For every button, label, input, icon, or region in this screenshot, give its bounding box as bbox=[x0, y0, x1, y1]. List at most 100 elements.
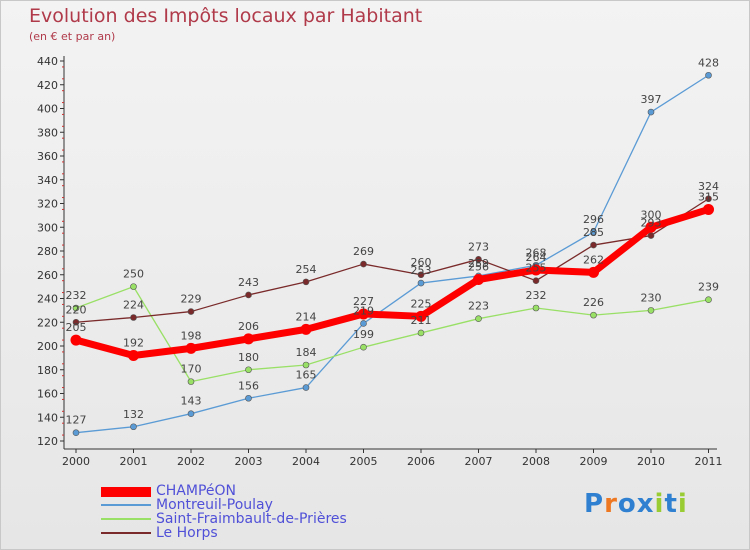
x-tick-label: 2011 bbox=[695, 455, 723, 468]
data-label-s0-4: 214 bbox=[296, 310, 317, 323]
data-label-s1-7: 259 bbox=[468, 257, 489, 270]
logo-letter: P bbox=[584, 489, 605, 519]
proxiti-logo: Proxiti bbox=[584, 489, 688, 519]
data-label-s1-11: 428 bbox=[698, 56, 719, 69]
y-tick-label: 280 bbox=[37, 245, 58, 258]
y-tick-label: 340 bbox=[37, 174, 58, 187]
series-line-3 bbox=[75, 198, 709, 323]
legend-swatch bbox=[101, 518, 151, 520]
data-point-s0-11 bbox=[703, 203, 714, 215]
data-label-s2-5: 199 bbox=[353, 328, 374, 341]
data-point-s0-2 bbox=[185, 342, 197, 354]
data-label-s2-1: 250 bbox=[123, 268, 144, 281]
data-point-s2-6 bbox=[417, 329, 425, 337]
y-tick-label: 120 bbox=[37, 435, 58, 448]
data-point-s0-6 bbox=[415, 310, 427, 322]
data-point-s0-8 bbox=[530, 264, 542, 276]
data-label-s0-9: 262 bbox=[583, 253, 604, 266]
y-tick-label: 400 bbox=[37, 103, 58, 116]
data-point-s3-5 bbox=[360, 260, 367, 268]
logo-letter: i bbox=[677, 489, 688, 519]
x-tick-label: 2005 bbox=[350, 455, 378, 468]
data-point-s3-6 bbox=[417, 271, 425, 279]
data-point-s2-1 bbox=[130, 283, 137, 290]
data-label-s3-4: 254 bbox=[296, 263, 317, 276]
data-label-s2-7: 223 bbox=[468, 300, 489, 313]
data-point-s1-2 bbox=[187, 410, 195, 417]
y-tick-label: 380 bbox=[37, 126, 58, 139]
logo-letter: r bbox=[604, 489, 618, 519]
logo-letter: o bbox=[617, 489, 637, 519]
data-label-s2-2: 170 bbox=[181, 363, 202, 376]
data-label-s0-2: 198 bbox=[181, 329, 202, 342]
data-label-s1-4: 165 bbox=[296, 369, 317, 382]
data-label-s1-9: 296 bbox=[583, 213, 604, 226]
logo-letter: t bbox=[664, 489, 678, 519]
data-label-s1-5: 219 bbox=[353, 304, 374, 317]
data-label-s0-3: 206 bbox=[238, 320, 259, 333]
data-label-s3-1: 224 bbox=[123, 299, 144, 312]
data-point-s2-10 bbox=[647, 307, 655, 314]
data-label-s1-6: 253 bbox=[411, 264, 432, 277]
data-point-s2-9 bbox=[590, 311, 597, 319]
y-tick-label: 180 bbox=[37, 364, 58, 377]
data-point-s0-9 bbox=[588, 266, 599, 278]
data-point-s3-0 bbox=[72, 318, 80, 326]
data-point-s1-3 bbox=[245, 394, 252, 402]
data-label-s2-10: 230 bbox=[641, 291, 662, 304]
data-point-s0-7 bbox=[473, 274, 484, 285]
y-tick-label: 300 bbox=[37, 221, 58, 234]
data-point-s0-5 bbox=[358, 308, 369, 320]
series-line-2 bbox=[75, 285, 709, 383]
data-label-s3-11: 324 bbox=[698, 180, 719, 193]
data-point-s2-0 bbox=[72, 304, 80, 312]
x-tick-label: 2010 bbox=[637, 455, 665, 468]
data-point-s2-4 bbox=[302, 361, 310, 369]
data-label-s3-2: 229 bbox=[181, 293, 202, 306]
data-label-s0-5: 227 bbox=[353, 295, 374, 308]
data-label-s0-1: 192 bbox=[123, 337, 144, 350]
data-point-s3-2 bbox=[187, 308, 195, 315]
data-label-s2-11: 239 bbox=[698, 281, 719, 294]
data-point-s1-6 bbox=[417, 279, 425, 287]
data-label-s3-0: 220 bbox=[66, 303, 87, 316]
y-tick-label: 140 bbox=[37, 411, 58, 424]
data-label-s0-11: 315 bbox=[698, 190, 719, 203]
data-point-s3-4 bbox=[302, 278, 310, 286]
data-point-s1-9 bbox=[590, 228, 597, 236]
y-tick-label: 420 bbox=[37, 79, 58, 92]
x-tick-label: 2002 bbox=[177, 455, 205, 468]
data-point-s2-2 bbox=[187, 378, 195, 385]
y-tick-label: 200 bbox=[37, 340, 58, 353]
y-tick-label: 220 bbox=[37, 316, 58, 329]
y-tick-label: 240 bbox=[37, 293, 58, 306]
data-point-s1-5 bbox=[360, 320, 367, 327]
data-label-s3-9: 285 bbox=[583, 226, 604, 239]
data-label-s0-0: 205 bbox=[66, 321, 87, 334]
legend-label: Montreuil-Poulay bbox=[156, 497, 273, 513]
data-label-s1-1: 132 bbox=[123, 408, 144, 421]
data-point-s2-3 bbox=[245, 366, 252, 374]
data-point-s2-7 bbox=[475, 315, 482, 322]
data-point-s3-8 bbox=[532, 277, 540, 284]
y-tick-label: 440 bbox=[37, 55, 58, 68]
legend-label: CHAMPéON bbox=[156, 483, 237, 499]
data-point-s3-3 bbox=[245, 291, 252, 299]
data-point-s2-5 bbox=[360, 343, 367, 351]
data-label-s1-8: 268 bbox=[526, 246, 547, 259]
x-tick-label: 2000 bbox=[62, 455, 90, 468]
data-point-s3-10 bbox=[647, 232, 655, 239]
x-tick-label: 2007 bbox=[465, 455, 493, 468]
x-tick-label: 2008 bbox=[522, 455, 550, 468]
data-point-s3-11 bbox=[705, 195, 712, 203]
data-label-s0-8: 264 bbox=[526, 251, 547, 264]
data-point-s3-9 bbox=[590, 241, 597, 249]
series-line-0 bbox=[75, 206, 710, 359]
data-label-s2-4: 184 bbox=[296, 346, 317, 359]
chart-title: Evolution des Impôts locaux par Habitant bbox=[29, 5, 423, 27]
x-tick-label: 2009 bbox=[580, 455, 608, 468]
data-point-s2-8 bbox=[532, 304, 540, 312]
data-label-s3-6: 260 bbox=[411, 256, 432, 269]
data-label-s2-9: 226 bbox=[583, 296, 604, 309]
